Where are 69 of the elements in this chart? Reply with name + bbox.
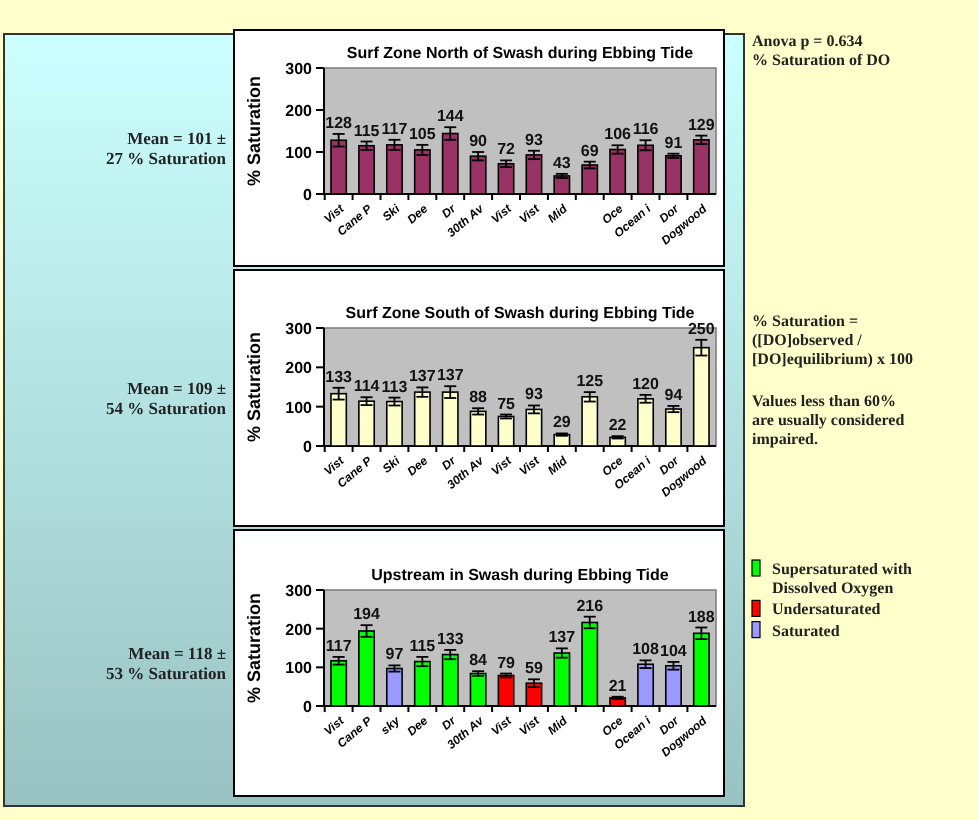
- data-label: 129: [687, 115, 716, 134]
- data-label: 84: [469, 651, 489, 670]
- data-label: 188: [687, 607, 716, 626]
- y-tick-label: 100: [285, 659, 314, 678]
- y-axis-title: % Saturation: [244, 75, 264, 187]
- data-label: 216: [576, 596, 605, 615]
- legend-label: Saturated: [772, 621, 841, 640]
- data-label: 97: [385, 645, 405, 664]
- y-tick-label: 0: [303, 186, 314, 204]
- data-label: 250: [687, 319, 716, 338]
- data-label: 194: [353, 605, 381, 624]
- data-label: 133: [436, 629, 465, 648]
- y-axis-title: % Saturation: [244, 331, 264, 443]
- data-label: 22: [608, 416, 628, 435]
- data-label: 117: [325, 636, 353, 655]
- text: Mean = 118 ± 53 % Saturation: [106, 643, 227, 684]
- text: Values less than 60% are usually considered impaired.: [752, 392, 906, 449]
- chart-title: Surf Zone North of Swash during Ebbing Tide: [346, 44, 695, 62]
- data-label: 93: [525, 385, 544, 404]
- y-axis-title: % Saturation: [244, 592, 264, 704]
- data-label: 105: [408, 124, 437, 143]
- y-tick-label: 300: [285, 582, 314, 600]
- data-label: 93: [525, 130, 544, 149]
- y-tick-label: 300: [285, 60, 314, 78]
- data-label: 72: [497, 140, 517, 159]
- data-label: 113: [381, 377, 409, 396]
- data-label: 116: [632, 120, 660, 139]
- data-label: 128: [325, 113, 354, 132]
- data-label: 91: [664, 133, 684, 152]
- data-label: 133: [325, 367, 354, 386]
- data-label: 117: [381, 119, 409, 138]
- chart-title: Surf Zone South of Swash during Ebbing Tide: [345, 304, 696, 322]
- data-label: 125: [576, 372, 605, 391]
- data-label: 79: [497, 653, 517, 672]
- data-label: 115: [353, 121, 381, 140]
- text: Anova p = 0.634 % Saturation of DO: [752, 32, 891, 70]
- y-tick-label: 300: [285, 320, 314, 338]
- data-label: 59: [525, 659, 544, 678]
- data-label: 106: [604, 125, 633, 144]
- data-label: 144: [436, 107, 465, 126]
- data-label: 94: [664, 385, 684, 404]
- data-label: 75: [497, 394, 517, 413]
- legend-label: Undersaturated: [772, 600, 882, 619]
- data-label: 115: [409, 636, 437, 655]
- text: Mean = 109 ± 54 % Saturation: [106, 378, 227, 419]
- data-label: 104: [660, 641, 688, 660]
- data-label: 29: [552, 413, 572, 432]
- y-tick-label: 200: [285, 102, 314, 120]
- data-label: 120: [632, 374, 660, 393]
- text: Mean = 101 ± 27 % Saturation: [106, 128, 227, 169]
- legend-label: Supersaturated with Dissolved Oxygen: [772, 560, 914, 598]
- y-tick-label: 200: [285, 620, 314, 639]
- chart-title: Upstream in Swash during Ebbing Tide: [371, 566, 670, 584]
- y-tick-label: 0: [303, 438, 314, 456]
- data-label: 90: [469, 132, 489, 150]
- data-label: 137: [548, 628, 577, 647]
- data-label: 137: [436, 366, 465, 385]
- y-tick-label: 100: [285, 398, 314, 417]
- data-label: 69: [580, 141, 600, 160]
- data-label: 43: [552, 153, 572, 172]
- y-tick-label: 200: [285, 359, 314, 378]
- text: % Saturation = ([DO]observed / [DO]equilibrium) x 100: [752, 312, 913, 369]
- data-label: 88: [469, 388, 489, 407]
- y-tick-label: 100: [285, 144, 314, 162]
- data-label: 137: [408, 367, 437, 386]
- data-label: 21: [608, 676, 628, 695]
- y-tick-label: 0: [303, 698, 314, 716]
- data-label: 108: [632, 640, 660, 659]
- data-label: 114: [353, 377, 381, 396]
